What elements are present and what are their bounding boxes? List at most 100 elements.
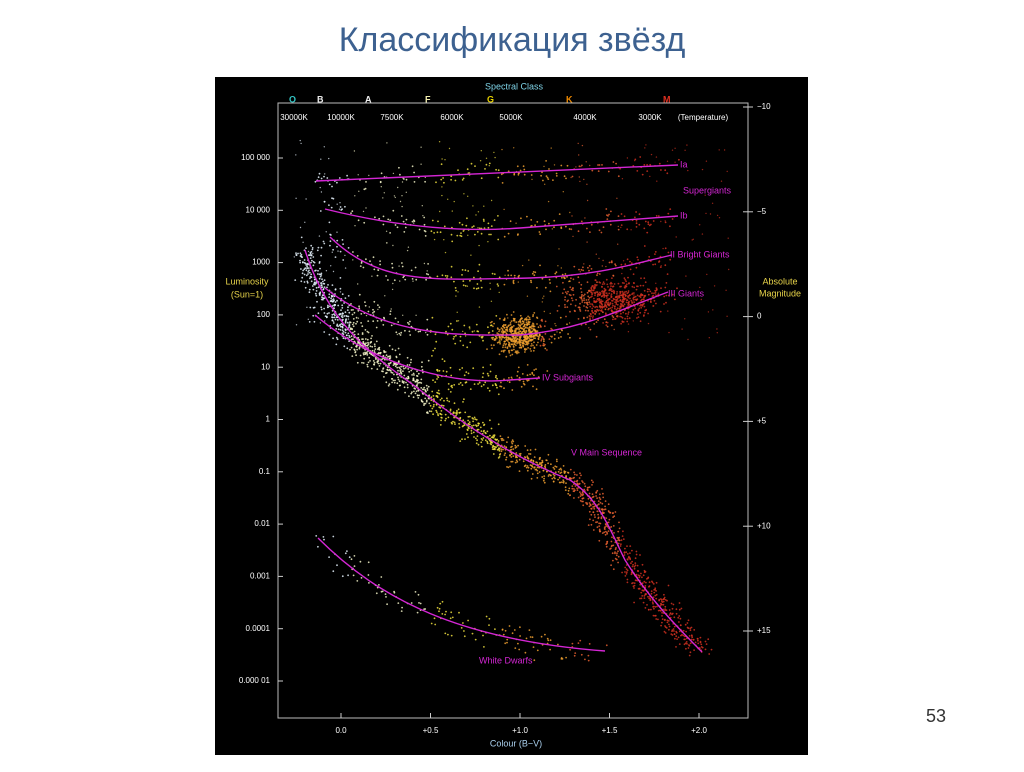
- star: [562, 481, 565, 484]
- star: [587, 659, 590, 662]
- star: [587, 524, 590, 526]
- star: [317, 269, 319, 272]
- star: [728, 268, 730, 271]
- star: [510, 330, 512, 332]
- star: [614, 551, 616, 553]
- star: [478, 306, 481, 308]
- star: [365, 181, 367, 183]
- star: [387, 384, 390, 387]
- star: [341, 304, 344, 307]
- star: [476, 439, 478, 442]
- star: [362, 342, 365, 345]
- star: [646, 170, 649, 173]
- star: [664, 220, 666, 222]
- star: [612, 559, 614, 562]
- star: [391, 381, 393, 384]
- star: [587, 266, 589, 269]
- star: [652, 263, 654, 266]
- star: [623, 303, 626, 306]
- star: [634, 562, 637, 564]
- star: [607, 308, 610, 311]
- left-tick-label: 10: [261, 362, 270, 371]
- star: [524, 445, 527, 447]
- star: [523, 168, 526, 171]
- star: [351, 355, 354, 357]
- star: [618, 296, 621, 299]
- star: [633, 296, 636, 298]
- star: [591, 169, 594, 172]
- star: [544, 320, 547, 323]
- star: [349, 348, 351, 351]
- star: [337, 250, 339, 252]
- star: [575, 480, 578, 483]
- star: [323, 146, 325, 148]
- star: [529, 336, 532, 338]
- star: [320, 254, 322, 257]
- star: [344, 311, 347, 314]
- star: [591, 293, 593, 296]
- star: [621, 272, 623, 275]
- star: [317, 286, 320, 289]
- star: [674, 161, 676, 163]
- star: [415, 384, 418, 387]
- star: [377, 308, 379, 311]
- star: [668, 628, 670, 631]
- star: [464, 285, 467, 287]
- star: [654, 251, 657, 253]
- star: [663, 596, 666, 599]
- star: [475, 214, 477, 216]
- star: [588, 505, 591, 508]
- star: [387, 355, 389, 358]
- star: [553, 474, 556, 477]
- star: [660, 600, 663, 602]
- star: [603, 318, 606, 321]
- star: [426, 270, 428, 272]
- star: [403, 367, 405, 370]
- star: [384, 358, 386, 361]
- star: [421, 369, 424, 371]
- star: [616, 315, 619, 318]
- star: [424, 402, 427, 405]
- star: [524, 335, 527, 338]
- star: [534, 337, 537, 340]
- star: [612, 568, 615, 571]
- star: [303, 261, 306, 264]
- star: [308, 288, 311, 291]
- star: [323, 242, 326, 245]
- star: [623, 277, 626, 280]
- star: [579, 491, 581, 493]
- star: [413, 374, 415, 376]
- star: [655, 593, 658, 596]
- star: [441, 417, 443, 419]
- star: [637, 285, 639, 288]
- star: [300, 236, 303, 239]
- star: [529, 449, 532, 451]
- star: [311, 285, 314, 287]
- star: [525, 466, 528, 469]
- bottom-tick-label: +2.0: [691, 726, 707, 735]
- star: [591, 317, 594, 319]
- star: [528, 337, 531, 340]
- star: [507, 232, 510, 235]
- star: [524, 349, 527, 351]
- star: [625, 280, 627, 283]
- star: [653, 292, 655, 295]
- star: [581, 164, 583, 167]
- star: [601, 532, 604, 534]
- star: [611, 315, 614, 317]
- star: [649, 290, 652, 293]
- star: [541, 461, 544, 463]
- star: [299, 255, 302, 257]
- star: [485, 163, 488, 166]
- star: [633, 565, 636, 568]
- star: [569, 648, 571, 651]
- star: [530, 350, 532, 352]
- star: [513, 172, 516, 175]
- star: [339, 287, 342, 290]
- star: [664, 221, 667, 224]
- star: [480, 232, 483, 235]
- star: [452, 411, 455, 414]
- star: [584, 309, 587, 312]
- star: [363, 221, 366, 224]
- star: [449, 408, 452, 411]
